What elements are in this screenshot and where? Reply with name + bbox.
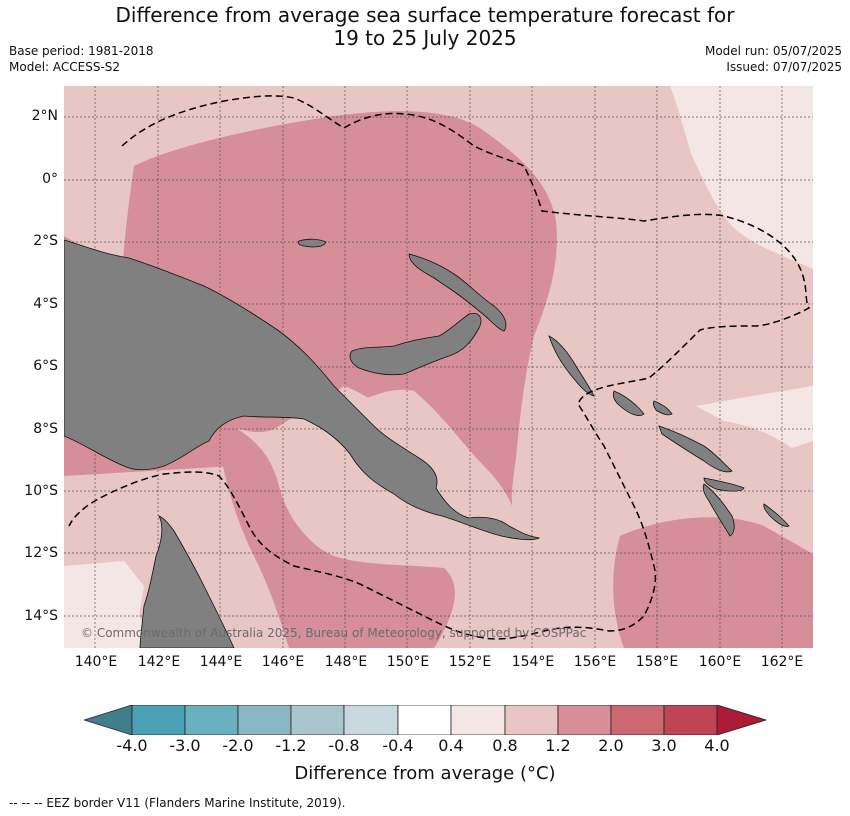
lon-label: 144°E xyxy=(199,654,243,670)
land-new-ireland xyxy=(408,253,507,332)
land-choiseul xyxy=(612,390,645,416)
land-manus xyxy=(297,238,327,248)
anomaly-0.4-0.8-northeast xyxy=(670,86,813,269)
colorbar-tick: 1.2 xyxy=(545,736,571,755)
lon-label: 156°E xyxy=(573,654,617,670)
lon-label: 146°E xyxy=(261,654,305,670)
colorbar-swatch xyxy=(237,705,292,735)
lon-label: 150°E xyxy=(386,654,430,670)
land-bougainville xyxy=(548,335,595,397)
model-name: Model: ACCESS-S2 xyxy=(9,60,121,74)
colorbar-swatch xyxy=(504,705,559,735)
lat-label: 8°S xyxy=(33,421,58,437)
colorbar-swatch xyxy=(184,705,239,735)
land-malaita xyxy=(702,483,735,537)
colorbar-tick: 4.0 xyxy=(704,736,730,755)
colorbar-tick: -2.0 xyxy=(222,736,254,755)
lon-label: 142°E xyxy=(137,654,181,670)
anomaly-0.4-0.8-southwest xyxy=(64,561,154,648)
colorbar-extend-low xyxy=(84,705,133,735)
colorbar-tick: -3.0 xyxy=(169,736,201,755)
lon-label: 140°E xyxy=(74,654,118,670)
lat-label: 4°S xyxy=(33,296,58,312)
lon-label: 148°E xyxy=(324,654,368,670)
land-guadalcanal xyxy=(703,477,745,492)
lon-label: 160°E xyxy=(698,654,742,670)
anomaly-1.2-2.0-southeast xyxy=(613,517,813,648)
colorbar-tick: -0.8 xyxy=(328,736,360,755)
issued-date: Issued: 07/07/2025 xyxy=(726,60,842,74)
model-run: Model run: 05/07/2025 xyxy=(704,44,842,58)
colorbar-swatch xyxy=(557,705,612,735)
colorbar-swatch xyxy=(290,705,345,735)
land-makira xyxy=(763,503,790,527)
land-new-guinea xyxy=(64,239,541,541)
colorbar-tick: 2.0 xyxy=(598,736,624,755)
colorbar-tick: 3.0 xyxy=(651,736,677,755)
eez-border xyxy=(68,95,811,640)
land-new-britain xyxy=(349,312,482,376)
lat-label: 12°S xyxy=(24,545,58,561)
lat-label: 14°S xyxy=(24,608,58,624)
colorbar-tick: -4.0 xyxy=(116,736,148,755)
colorbar-tick: 0.8 xyxy=(492,736,518,755)
colorbar-swatch xyxy=(131,705,186,735)
map-credit: © Commonwealth of Australia 2025, Bureau… xyxy=(81,626,587,640)
colorbar-swatch xyxy=(610,705,665,735)
anomaly-1.2-2.0-south xyxy=(214,416,455,648)
title-line-1: Difference from average sea surface temp… xyxy=(115,3,735,27)
lat-label: 0° xyxy=(42,171,58,187)
title-line-2: 19 to 25 July 2025 xyxy=(333,26,517,50)
colorbar-extend-high xyxy=(716,705,768,735)
sst-anomaly-map: © Commonwealth of Australia 2025, Bureau… xyxy=(64,86,813,648)
colorbar-tick: -1.2 xyxy=(275,736,307,755)
lon-label: 152°E xyxy=(448,654,492,670)
colorbar-swatch xyxy=(397,705,452,735)
lon-label: 154°E xyxy=(511,654,555,670)
anomaly-0.4-0.8-east xyxy=(696,386,813,448)
base-period: Base period: 1981-2018 xyxy=(9,44,154,58)
colorbar-swatch xyxy=(343,705,399,735)
land-santa-isabel xyxy=(658,425,733,473)
map-canvas xyxy=(64,86,813,648)
meta-right: Model run: 05/07/2025 Issued: 07/07/2025 xyxy=(705,43,842,75)
meta-left: Base period: 1981-2018 Model: ACCESS-S2 xyxy=(9,43,154,75)
colorbar-swatch xyxy=(663,705,718,735)
colorbar-swatch xyxy=(450,705,506,735)
land-new-georgia xyxy=(653,400,673,416)
lat-label: 2°N xyxy=(31,108,58,124)
map-title: Difference from average sea surface temp… xyxy=(0,4,850,50)
lat-label: 6°S xyxy=(33,358,58,374)
colorbar-title: Difference from average (°C) xyxy=(294,763,556,784)
lat-label: 10°S xyxy=(24,483,58,499)
land-cape-york xyxy=(139,515,235,648)
lon-label: 162°E xyxy=(760,654,804,670)
colorbar-tick: -0.4 xyxy=(382,736,414,755)
lat-label: 2°S xyxy=(33,233,58,249)
lon-label: 158°E xyxy=(635,654,679,670)
colorbar-tick: 0.4 xyxy=(438,736,464,755)
colorbar xyxy=(84,705,768,735)
eez-footnote: -- -- -- EEZ border V11 (Flanders Marine… xyxy=(9,796,346,810)
